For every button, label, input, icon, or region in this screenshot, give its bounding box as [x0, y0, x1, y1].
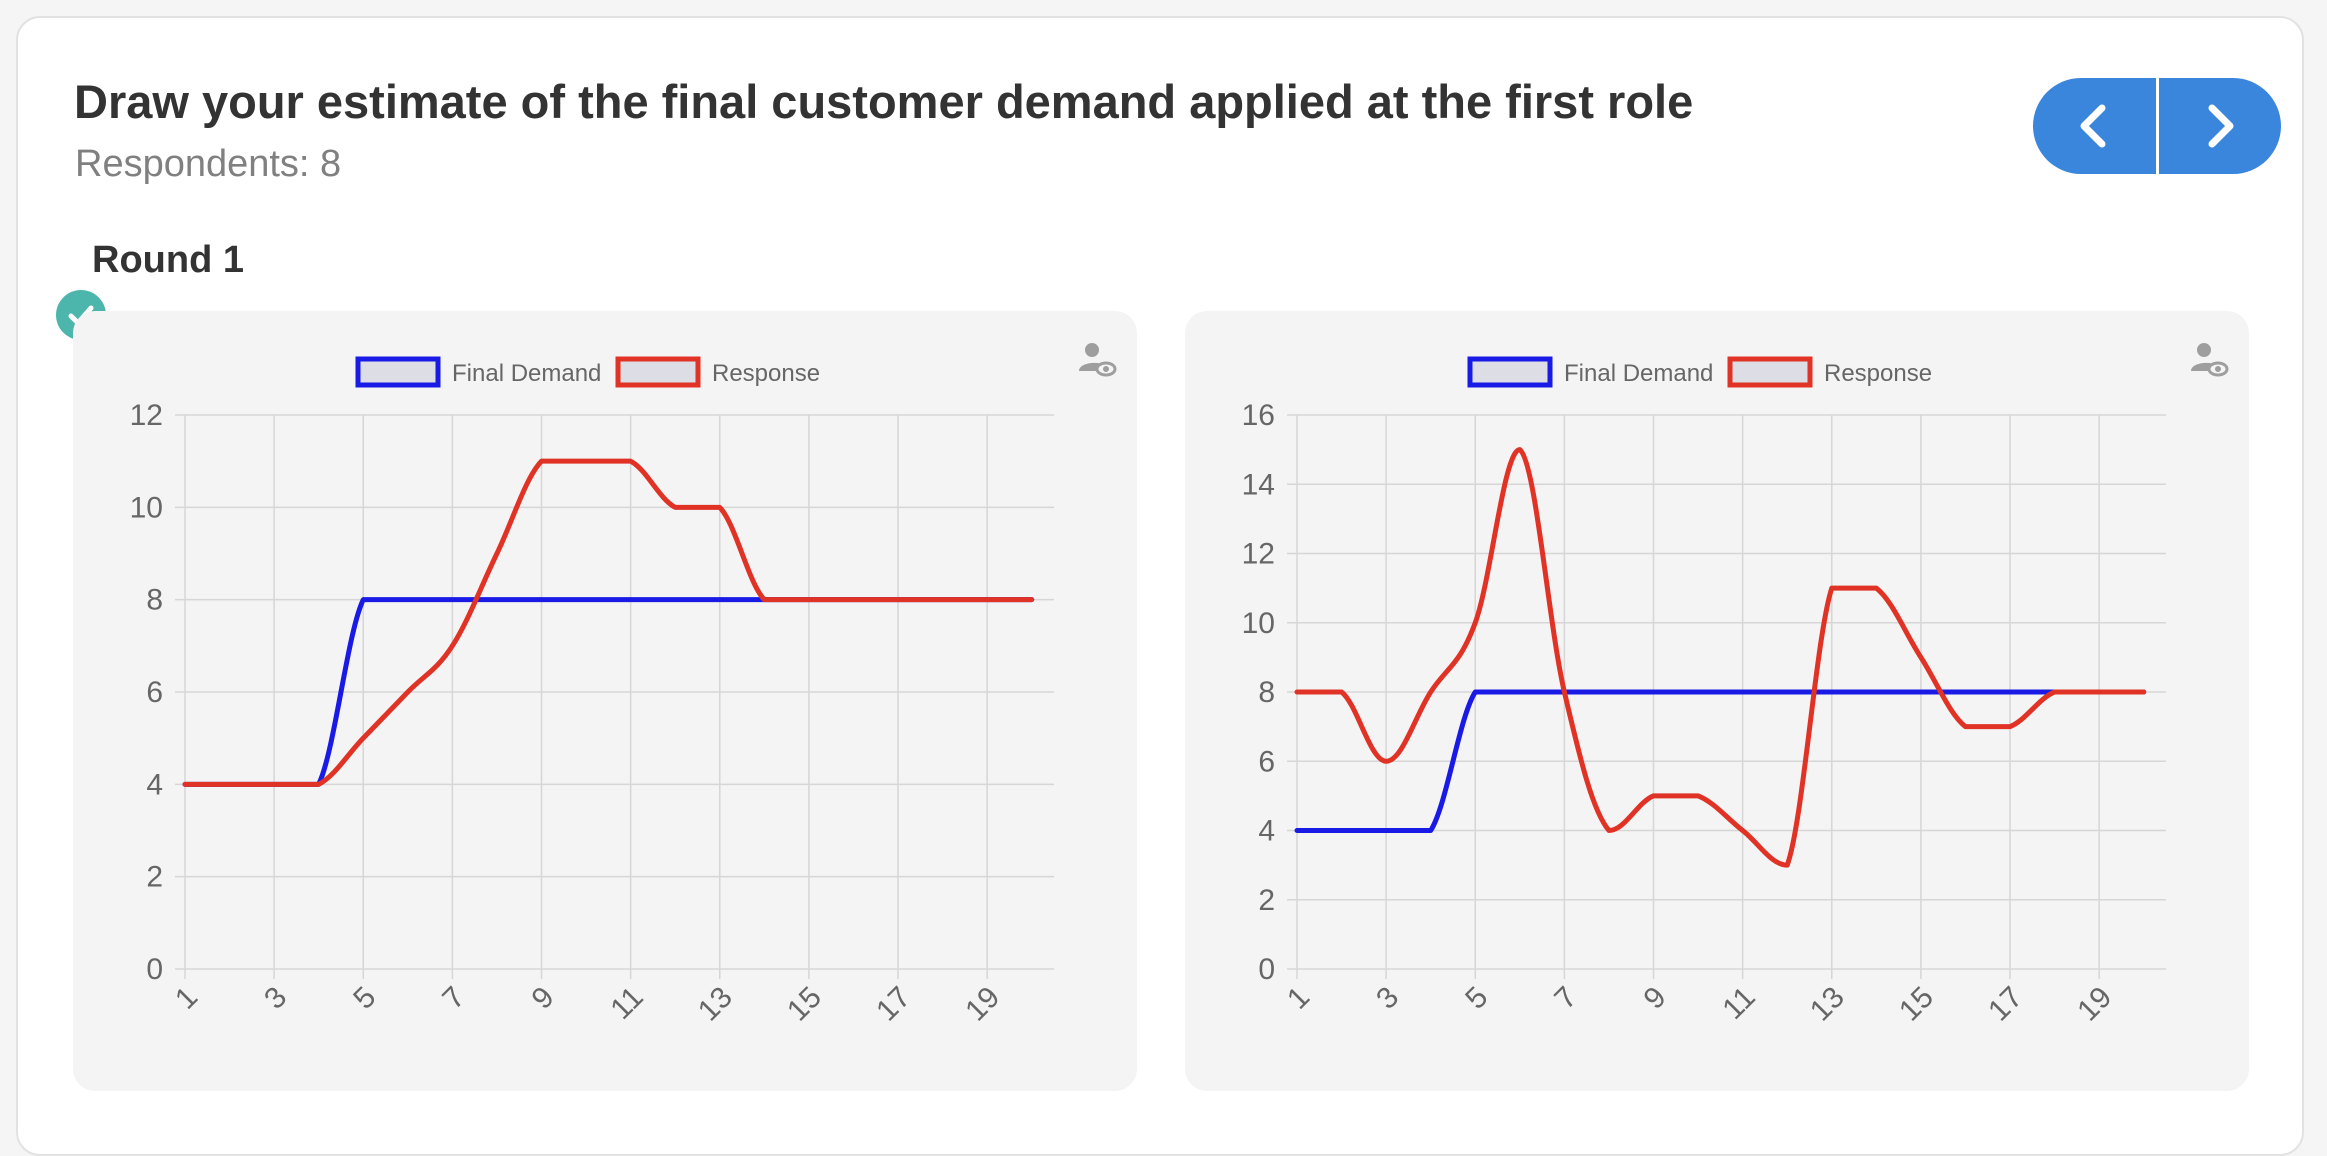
y-tick-label: 4 — [1258, 815, 1275, 848]
y-tick-label: 8 — [1258, 676, 1275, 709]
response-chart-panel-1[interactable]: 0 2 4 6 8 10 12 1 3 5 7 9 11 13 15 17 19 Final Demand Resp… — [73, 311, 1137, 1091]
legend-label: Final Demand — [1564, 360, 1713, 387]
legend-label: Final Demand — [452, 360, 601, 387]
x-tick-label: 1 — [1281, 981, 1316, 1016]
y-tick-label: 0 — [146, 953, 163, 986]
y-tick-label: 4 — [146, 768, 163, 801]
x-tick-label: 9 — [1637, 981, 1672, 1016]
legend-swatch — [615, 356, 701, 388]
x-tick-label: 15 — [781, 981, 828, 1028]
x-tick-label: 15 — [1893, 981, 1940, 1028]
x-tick-label: 3 — [1370, 981, 1405, 1016]
y-tick-label: 2 — [146, 861, 163, 894]
x-tick-label: 5 — [1459, 981, 1494, 1016]
y-tick-label: 2 — [1258, 884, 1275, 917]
x-tick-label: 5 — [347, 981, 382, 1016]
x-tick-label: 17 — [1982, 981, 2029, 1028]
y-tick-label: 6 — [146, 676, 163, 709]
series-line — [182, 458, 1035, 787]
x-tick-label: 17 — [870, 981, 917, 1028]
x-tick-label: 1 — [169, 981, 204, 1016]
x-tick-label: 11 — [1716, 981, 1761, 1026]
x-tick-label: 11 — [604, 981, 649, 1026]
series-line — [1294, 689, 2147, 833]
legend-label: Response — [712, 360, 820, 387]
legend-swatch — [1727, 356, 1813, 388]
y-tick-label: 12 — [1242, 538, 1275, 571]
round-label: Round 1 — [92, 239, 244, 281]
x-tick-label: 13 — [1804, 981, 1851, 1028]
respondents-count: Respondents: 8 — [75, 143, 342, 185]
legend-label: Response — [1824, 360, 1932, 387]
y-tick-label: 8 — [146, 584, 163, 617]
y-tick-label: 10 — [1242, 607, 1275, 640]
y-tick-label: 0 — [1258, 953, 1275, 986]
x-tick-label: 19 — [2071, 981, 2118, 1028]
x-tick-label: 13 — [692, 981, 739, 1028]
series-line — [1294, 447, 2147, 868]
x-tick-label: 7 — [436, 981, 471, 1016]
y-tick-label: 10 — [130, 491, 163, 524]
next-button[interactable] — [2159, 78, 2282, 174]
x-tick-label: 3 — [258, 981, 293, 1016]
prev-button[interactable] — [2033, 78, 2159, 174]
y-tick-label: 16 — [1242, 399, 1275, 432]
response-chart-panel-2[interactable]: 0 2 4 6 8 10 12 14 16 1 3 5 7 9 11 13 15 17 19 Final Demand… — [1185, 311, 2249, 1091]
chevron-right-icon — [2208, 104, 2234, 148]
question-title: Draw your estimate of the final customer… — [74, 75, 1694, 128]
question-nav — [2033, 78, 2281, 174]
y-tick-label: 12 — [130, 399, 163, 432]
person-eye-icon[interactable] — [1077, 339, 1117, 379]
x-tick-label: 9 — [525, 981, 560, 1016]
chevron-left-icon — [2080, 104, 2106, 148]
x-tick-label: 19 — [959, 981, 1006, 1028]
legend-swatch — [1467, 356, 1553, 388]
y-tick-label: 14 — [1242, 468, 1275, 501]
person-eye-icon[interactable] — [2189, 339, 2229, 379]
x-tick-label: 7 — [1548, 981, 1583, 1016]
legend-swatch — [355, 356, 441, 388]
y-tick-label: 6 — [1258, 745, 1275, 778]
